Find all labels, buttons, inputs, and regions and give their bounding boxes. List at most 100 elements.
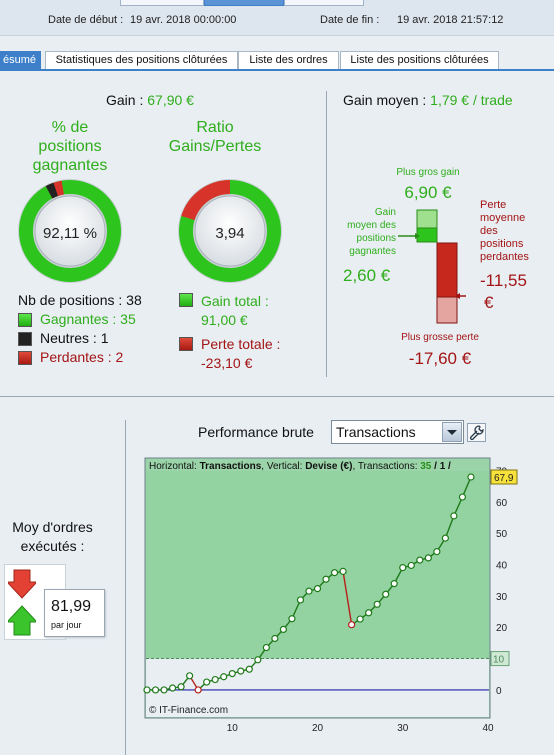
win-rate-value: 92,11 % xyxy=(43,225,97,242)
chart-point xyxy=(237,667,245,675)
chart-line-segment xyxy=(444,515,455,539)
chart-point xyxy=(382,590,390,598)
chart-point xyxy=(458,493,467,501)
gain-moyen-gagnantes-label: Gain moyen des positions gagnantes xyxy=(330,206,396,258)
end-date-value: 19 avr. 2018 21:57:12 xyxy=(397,14,504,26)
positions-count: Nb de positions : 38 xyxy=(18,292,142,308)
chart-point xyxy=(416,556,424,564)
chart-ytick-label: 30 xyxy=(496,592,508,603)
chart-lower-region xyxy=(146,658,489,717)
win-rate-neutral-arc xyxy=(45,182,59,199)
settings-button[interactable] xyxy=(467,423,486,442)
orders-unit: par jour xyxy=(51,620,82,630)
orders-title: Moy d'ordres exécutés : xyxy=(0,518,105,556)
win-rate-donut: 92,11 % xyxy=(18,179,122,283)
chevron-down-icon xyxy=(447,430,457,435)
tab-liste-ordres[interactable]: Liste des ordres xyxy=(238,51,339,70)
lower-divider xyxy=(125,420,126,755)
top-tab-active[interactable] xyxy=(204,0,284,6)
plus-gros-gain-value: 6,90 € xyxy=(404,183,452,202)
chart-point xyxy=(143,686,151,694)
top-tab-right[interactable] xyxy=(284,0,364,6)
top-bar xyxy=(0,0,554,36)
gagnantes-count: Gagnantes : 35 xyxy=(40,311,136,327)
avg-gain-title: Gain moyen : 1,79 € / trade xyxy=(343,92,513,108)
chart-point xyxy=(356,615,364,623)
plus-grosse-perte-label: Plus grosse perte xyxy=(401,332,479,343)
chart-line-segment xyxy=(461,476,472,498)
chart-point xyxy=(245,665,253,673)
chart-ytick-label: 50 xyxy=(496,529,508,540)
tab-liste-positions-cloturees[interactable]: Liste des positions clôturées xyxy=(340,51,499,70)
performance-select[interactable]: Transactions xyxy=(331,420,464,444)
chart-point xyxy=(296,596,305,604)
up-arrow-icon xyxy=(8,605,36,636)
chart-line-segment xyxy=(342,571,353,625)
performance-select-value: Transactions xyxy=(336,424,416,440)
avg-gain-label: Gain moyen : xyxy=(343,92,427,108)
top-tab-left[interactable] xyxy=(120,0,204,6)
performance-chart: Horizontal: Transactions, Vertical: Devi… xyxy=(143,457,518,734)
win-title-line-3: gagnantes xyxy=(32,157,108,174)
chart-point xyxy=(228,670,236,678)
select-dropdown-button[interactable] xyxy=(442,422,462,442)
chart-header-part: , Vertical: xyxy=(261,461,305,472)
plus-grosse-perte-value: -17,60 € xyxy=(408,349,472,368)
ratio-value: 3,94 xyxy=(215,225,244,242)
orders-title-line-1: Moy d'ordres xyxy=(12,519,93,535)
chart-point xyxy=(407,561,415,570)
chart-point xyxy=(254,656,262,664)
pm-line-3: des xyxy=(480,225,498,237)
perte-totale-value: -23,10 € xyxy=(201,355,253,371)
chart-point xyxy=(194,686,202,694)
chart-point xyxy=(322,575,330,583)
chart-reference-tag xyxy=(490,651,510,667)
gain-value: 67,90 € xyxy=(147,92,194,108)
ratio-loss-arc xyxy=(181,180,231,221)
tab-statistiques-positions[interactable]: Statistiques des positions clôturées xyxy=(45,51,238,70)
summary-divider xyxy=(326,91,327,377)
perte-totale-swatch xyxy=(179,337,193,351)
end-date-label: Date de fin : xyxy=(320,14,380,26)
orders-value: 81,99 xyxy=(51,598,92,615)
perte-moyenne-box xyxy=(436,242,458,298)
start-date-value: 19 avr. 2018 00:00:00 xyxy=(130,14,237,26)
perte-totale-label: Perte totale : xyxy=(201,336,281,352)
chart-point xyxy=(348,621,356,629)
ratio-title-line-1: Ratio xyxy=(196,119,234,136)
chart-point xyxy=(433,548,441,556)
chart-copyright: © IT-Finance.com xyxy=(149,705,228,716)
gain-moyen-gagnantes-value: 2,60 € xyxy=(343,266,391,285)
ratio-title: Ratio Gains/Pertes xyxy=(160,118,270,156)
chart-marks: 0102030405060701020304067,910 xyxy=(143,466,518,734)
chart-header-part: , Transactions: xyxy=(352,461,420,472)
chart-xtick-label: 10 xyxy=(227,723,239,734)
chart-header-part: / 1 / xyxy=(431,461,451,472)
chart-point xyxy=(399,564,407,572)
tab-underline xyxy=(0,69,554,71)
gain-total-swatch xyxy=(179,293,193,307)
chart-point xyxy=(177,683,185,691)
pm-line-1: Perte xyxy=(480,199,507,211)
win-rate-ring xyxy=(19,180,121,282)
gmg-line-3: positions xyxy=(356,233,396,244)
chart-header: Horizontal: Transactions, Vertical: Devi… xyxy=(149,461,451,472)
section-divider xyxy=(0,396,554,397)
chart-point xyxy=(160,686,168,694)
chart-point xyxy=(168,684,177,692)
chart-point xyxy=(186,672,194,680)
neutres-swatch xyxy=(18,332,32,346)
tab-resume[interactable]: ésumé xyxy=(0,51,41,70)
orders-value-box: 81,99 par jour xyxy=(44,589,105,637)
gain-total-label: Gain total : xyxy=(201,293,269,309)
perte-moyenne-value: -11,55 € xyxy=(480,270,527,314)
win-title-line-1: % de xyxy=(51,119,89,136)
neutres-count: Neutres : 1 xyxy=(40,330,109,346)
chart-header-part: 35 xyxy=(420,461,432,472)
chart-upper-region xyxy=(146,471,489,659)
chart-xtick-label: 40 xyxy=(482,723,494,734)
chart-current-value-label: 67,9 xyxy=(494,473,514,484)
chart-point xyxy=(220,673,228,681)
chart-point xyxy=(339,567,347,575)
perdantes-count: Perdantes : 2 xyxy=(40,349,124,365)
